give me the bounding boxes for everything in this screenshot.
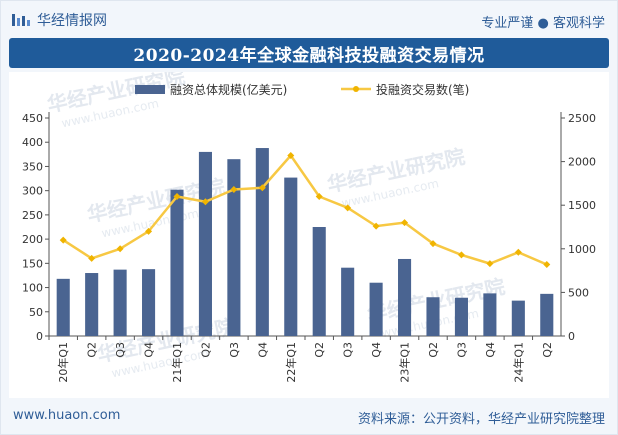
y-left-tick-label: 200 <box>22 233 43 246</box>
bar <box>540 293 554 336</box>
y-left-tick-label: 100 <box>22 282 43 295</box>
x-tick-label: Q4 <box>143 342 156 358</box>
x-tick-label: Q3 <box>342 342 355 358</box>
plot-panel: 华经产业研究院 www.huaon.com 华经产业研究院 www.huaon.com… <box>9 64 609 398</box>
y-right-tick-label: 2000 <box>568 156 596 169</box>
y-left-tick-label: 150 <box>22 257 43 270</box>
series-line <box>62 154 548 266</box>
y-left-tick-label: 0 <box>36 330 43 343</box>
title-bar: 2020-2024年全球金融科技投融资交易情况 <box>9 38 609 68</box>
bar <box>170 189 184 336</box>
x-tick-label: Q4 <box>256 342 269 358</box>
legend-label-line: 投融资交易数(笔) <box>376 82 469 97</box>
bar <box>454 297 468 336</box>
bar <box>369 282 383 336</box>
bar <box>113 269 127 336</box>
line-point <box>429 240 437 248</box>
line-point <box>372 222 380 230</box>
x-tick-label: Q2 <box>313 342 326 358</box>
footer: www.huaon.com 资料来源：公开资料，华经产业研究院整理 <box>1 401 617 434</box>
y-left-tick-label: 250 <box>22 209 43 222</box>
bar <box>227 159 241 336</box>
x-tick-label: 21年Q1 <box>170 342 184 383</box>
x-tick-label: Q4 <box>484 342 497 358</box>
bar <box>398 258 412 336</box>
bar <box>255 148 269 336</box>
line-point <box>486 260 494 268</box>
y-right-tick-label: 1500 <box>568 199 596 212</box>
slogan: 专业严谨 ● 客观科学 <box>481 16 605 31</box>
x-tick-label: Q3 <box>455 342 468 358</box>
bar <box>511 300 525 336</box>
line-point <box>230 186 238 194</box>
line-point <box>287 151 295 159</box>
x-tick-label: Q4 <box>370 342 383 358</box>
chart-title: 2020-2024年全球金融科技投融资交易情况 <box>133 45 485 66</box>
x-tick-label: Q3 <box>228 342 241 358</box>
line-point <box>344 204 352 212</box>
legend-marker-line <box>353 86 359 92</box>
bar <box>284 177 298 336</box>
top-bar: 华经情报网 专业严谨 ● 客观科学 <box>1 1 617 37</box>
x-tick-label: Q2 <box>199 342 212 358</box>
legend-swatch-bars <box>135 85 165 94</box>
bar <box>312 227 326 336</box>
footer-website: www.huaon.com <box>13 408 121 423</box>
line-point <box>88 254 96 262</box>
bar <box>426 297 440 336</box>
bar <box>56 278 70 336</box>
y-left-tick-label: 450 <box>22 112 43 125</box>
x-tick-label: 24年Q1 <box>511 342 525 383</box>
line-point <box>514 248 522 256</box>
line-point <box>457 251 465 259</box>
y-right-tick-label: 1000 <box>568 243 596 256</box>
footer-source: 资料来源：公开资料，华经产业研究院整理 <box>357 412 605 427</box>
legend: 融资总体规模(亿美元) 投融资交易数(笔) <box>135 82 469 97</box>
y-right-tick-label: 500 <box>568 286 589 299</box>
y-right-tick-label: 2500 <box>568 112 596 125</box>
logo-mark-icon <box>12 14 30 26</box>
line-point <box>401 219 409 227</box>
x-tick-label: 23年Q1 <box>398 342 412 383</box>
legend-label-bars: 融资总体规模(亿美元) <box>170 82 287 97</box>
x-tick-label: 22年Q1 <box>284 342 298 383</box>
brand-logo: 华经情报网 <box>11 10 107 30</box>
x-tick-label: Q2 <box>427 342 440 358</box>
y-right-tick-label: 0 <box>568 330 575 343</box>
bar <box>341 267 355 336</box>
x-tick-label: Q2 <box>86 342 99 358</box>
line-point <box>201 198 209 206</box>
bar <box>85 273 99 336</box>
bar <box>198 151 212 336</box>
x-tick-label: Q2 <box>541 342 554 358</box>
x-tick-label: Q3 <box>114 342 127 358</box>
line-point <box>116 245 124 253</box>
x-tick-label: 20年Q1 <box>56 342 70 383</box>
line-point <box>145 227 153 235</box>
line-point <box>258 184 266 192</box>
line-point <box>59 236 67 244</box>
line-point <box>543 260 551 268</box>
chart-svg: 华经产业研究院www.huaon.com华经产业研究院www.huaon.com… <box>22 64 596 383</box>
line-point <box>173 192 181 200</box>
y-left-tick-label: 400 <box>22 136 43 149</box>
bar <box>142 269 156 336</box>
y-left-tick-label: 350 <box>22 160 43 173</box>
y-left-tick-label: 50 <box>29 306 43 319</box>
logo-text: 华经情报网 <box>37 13 107 29</box>
line-point <box>315 192 323 200</box>
bar <box>483 293 497 336</box>
y-left-tick-label: 300 <box>22 185 43 198</box>
